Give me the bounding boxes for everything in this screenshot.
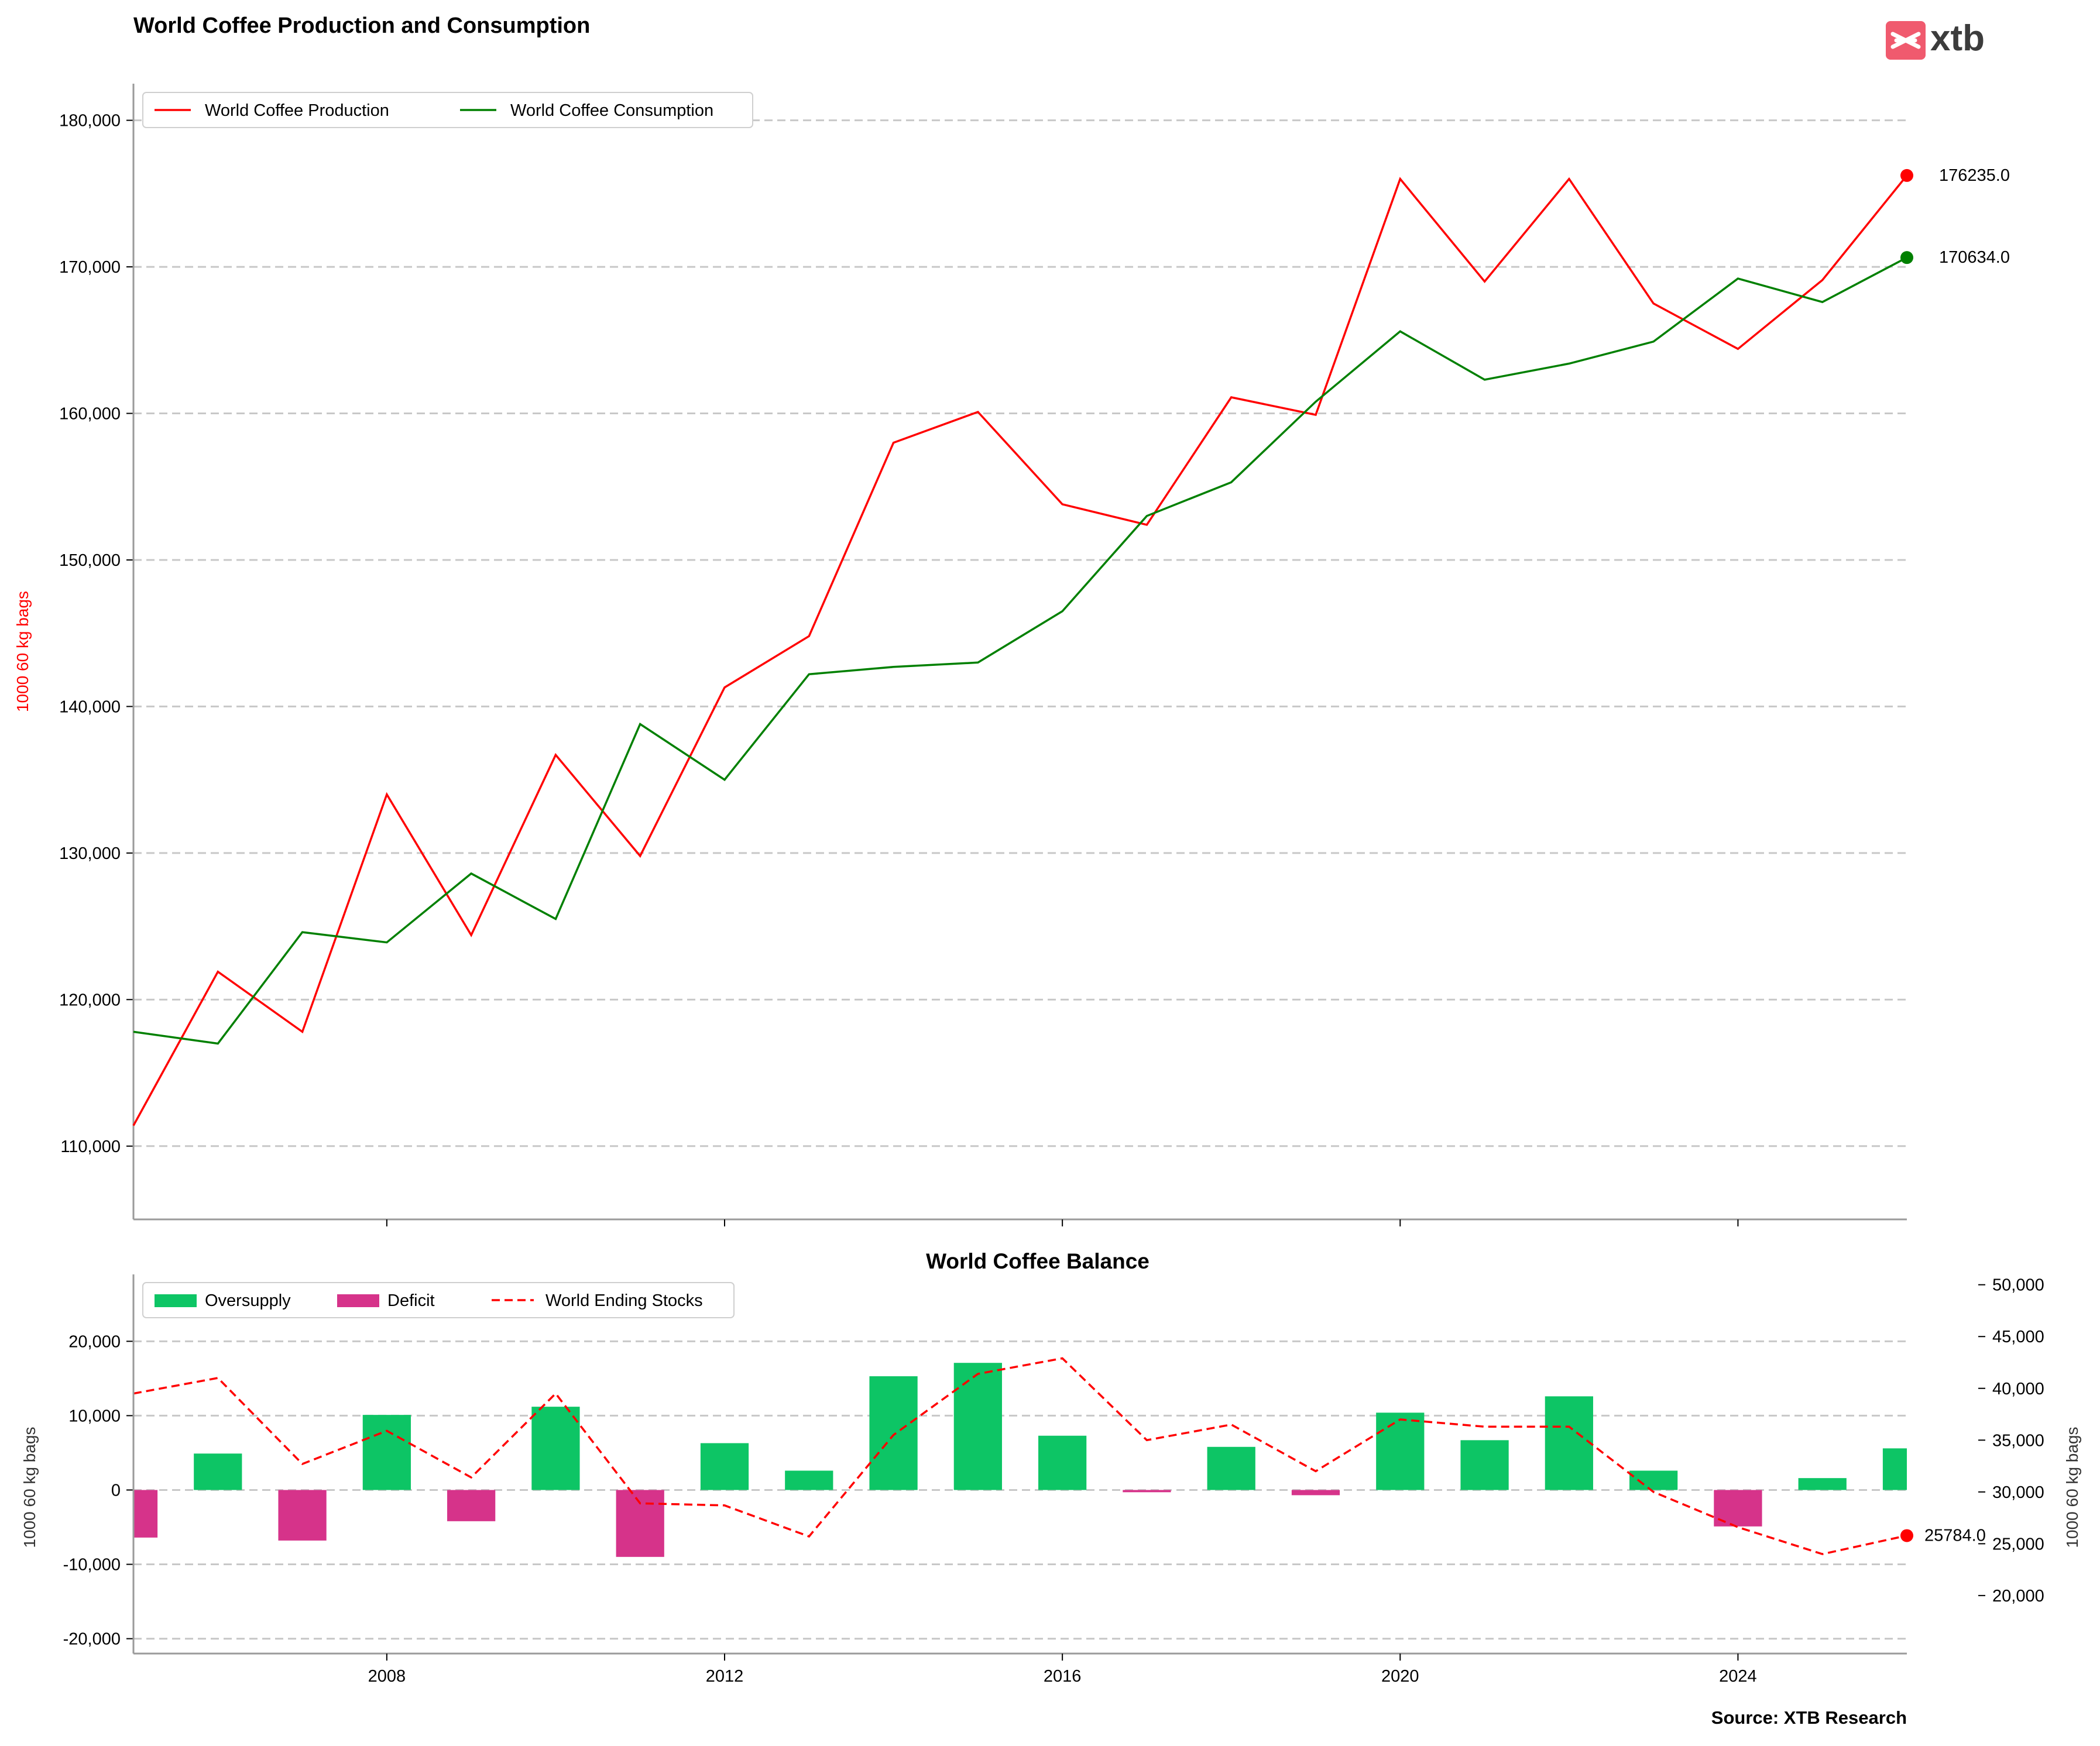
series-line-production [132, 174, 1908, 1126]
oversupply-bar [700, 1443, 749, 1490]
legend-swatch [155, 1294, 197, 1307]
oversupply-bar [362, 1415, 411, 1490]
oversupply-bar [1038, 1435, 1087, 1490]
oversupply-bar [194, 1453, 242, 1490]
deficit-bar [133, 1490, 158, 1538]
legend: World Coffee Production World Coffee Cons… [142, 92, 753, 128]
coffee-balance-chart: World Coffee Balance -20,000 -10,000 0 10,00… [20, 1249, 2081, 1686]
last-value-marker [1900, 251, 1913, 264]
right-y-tick-label: 20,000 [1992, 1587, 2044, 1606]
last-value-label: 170634.0 [1939, 248, 2010, 267]
deficit-bar [1123, 1490, 1171, 1493]
chart-title: World Coffee Production and Consumption [133, 13, 590, 38]
y-tick-label: 110,000 [60, 1137, 121, 1156]
xtb-logo: xtb [1886, 18, 1985, 60]
legend-label: Oversupply [205, 1291, 291, 1310]
y-tick-label: 170,000 [59, 258, 121, 277]
oversupply-bar [1882, 1448, 1907, 1490]
legend: Oversupply Deficit World Ending Stocks [142, 1282, 735, 1318]
right-y-tick-label: 35,000 [1992, 1431, 2044, 1450]
y-tick-label: 180,000 [59, 112, 121, 130]
legend-label: World Coffee Production [205, 101, 389, 120]
y-tick-label: 20,000 [68, 1332, 121, 1351]
deficit-bar [1291, 1490, 1340, 1496]
last-value-marker [1900, 1529, 1913, 1542]
legend-label: Deficit [387, 1291, 435, 1310]
right-y-tick-label: 50,000 [1992, 1276, 2044, 1295]
xtb-logo-text: xtb [1930, 18, 1985, 59]
last-value-label: 25784.0 [1924, 1526, 1986, 1545]
series-line-consumption [133, 256, 1907, 1045]
oversupply-bar [1629, 1470, 1678, 1490]
y-tick-label: 140,000 [59, 697, 121, 716]
right-y-tick-label: 45,000 [1992, 1328, 2044, 1346]
right-y-tick-label: 25,000 [1992, 1535, 2044, 1553]
ending-stocks-line [133, 1357, 1907, 1555]
y-tick-label: -20,000 [63, 1630, 121, 1649]
y-axis-label: 1000 60 kg bags [13, 591, 32, 712]
y-tick-label: -10,000 [63, 1556, 121, 1575]
legend-box [142, 1282, 735, 1318]
oversupply-bar [531, 1407, 580, 1490]
source-note: Source: XTB Research [1711, 1707, 1907, 1728]
legend-box [142, 92, 753, 128]
y-tick-label: 160,000 [59, 405, 121, 424]
oversupply-bar [1207, 1446, 1255, 1490]
right-y-tick-label: 30,000 [1992, 1483, 2044, 1502]
oversupply-bar [869, 1376, 918, 1490]
deficit-bar [278, 1490, 327, 1541]
x-tick-label: 2020 [1381, 1667, 1419, 1686]
x-tick-label: 2008 [368, 1667, 406, 1686]
deficit-bar [447, 1490, 496, 1521]
production-consumption-chart: 110,000 120,000 130,000 140,000 150,000 160,0… [13, 84, 2010, 1226]
y-tick-label: 130,000 [59, 844, 121, 863]
x-tick-label: 2016 [1044, 1667, 1082, 1686]
legend-label: World Ending Stocks [545, 1291, 703, 1310]
y-tick-label: 120,000 [59, 991, 121, 1009]
oversupply-bar [1376, 1412, 1425, 1490]
oversupply-bar [953, 1363, 1002, 1490]
y-axis-label-right: 1000 60 kg bags [2063, 1427, 2081, 1548]
last-value-marker [1900, 169, 1913, 182]
y-tick-label: 150,000 [59, 551, 121, 570]
x-tick-label: 2024 [1719, 1667, 1757, 1686]
oversupply-bar [785, 1470, 833, 1490]
legend-swatch [337, 1294, 379, 1307]
y-tick-label: 10,000 [68, 1407, 121, 1425]
subchart-title: World Coffee Balance [926, 1249, 1149, 1273]
x-tick-label: 2012 [706, 1667, 744, 1686]
deficit-bar [616, 1490, 664, 1557]
legend-label: World Coffee Consumption [510, 101, 713, 120]
oversupply-bar [1460, 1440, 1509, 1490]
oversupply-bar [1545, 1396, 1593, 1490]
y-axis-label-left: 1000 60 kg bags [20, 1427, 39, 1548]
last-value-label: 176235.0 [1939, 166, 2010, 185]
y-tick-label: 0 [111, 1481, 121, 1500]
oversupply-bar [1798, 1478, 1847, 1490]
right-y-tick-label: 40,000 [1992, 1380, 2044, 1398]
xtb-logo-glyph [1890, 32, 1921, 49]
